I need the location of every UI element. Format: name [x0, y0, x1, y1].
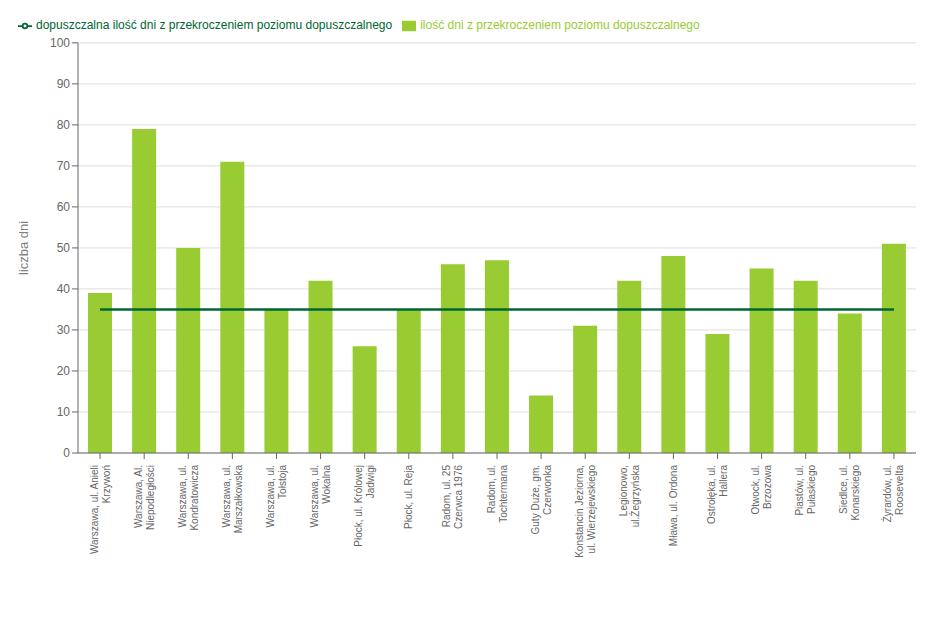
svg-text:10: 10 [57, 405, 71, 419]
html-text:dopuszczalna ilość dni z przek: dopuszczalna ilość dni z przekroczeniem … [36, 18, 393, 32]
svg-text:100: 100 [50, 36, 70, 50]
svg-text:Warszawa, Al.Niepodległości: Warszawa, Al.Niepodległości [133, 465, 156, 530]
svg-text:Konstancin Jeziorna,ul. Wierze: Konstancin Jeziorna,ul. Wierzejewskiego [574, 465, 597, 558]
svg-text:Ostrołęka, ul.Hallera: Ostrołęka, ul.Hallera [706, 465, 729, 524]
svg-text:80: 80 [57, 118, 71, 132]
svg-text:Żyrardów, ul.Roosevelta: Żyrardów, ul.Roosevelta [881, 465, 905, 523]
svg-text:0: 0 [63, 446, 70, 460]
svg-text:Warszawa, ul.Marszałkowska: Warszawa, ul.Marszałkowska [221, 465, 244, 534]
svg-text:50: 50 [57, 241, 71, 255]
svg-text:Piastów, ul.Pułaskiego: Piastów, ul.Pułaskiego [794, 465, 817, 516]
svg-text:Warszawa, ul.Kondratowicza: Warszawa, ul.Kondratowicza [177, 465, 200, 531]
svg-text:40: 40 [57, 282, 71, 296]
svg-text:60: 60 [57, 200, 71, 214]
svg-text:90: 90 [57, 77, 71, 91]
svg-text:Warszawa, ul.Wokalna: Warszawa, ul.Wokalna [309, 465, 332, 528]
svg-text:Płock, ul. Reja: Płock, ul. Reja [403, 465, 414, 529]
svg-text:Legionowo,ul.Żegrzyńska: Legionowo,ul.Żegrzyńska [618, 465, 641, 528]
svg-text:Radom, ul. 25Czerwca 1976: Radom, ul. 25Czerwca 1976 [441, 465, 464, 529]
svg-text:Radom, ul.Tochtermana: Radom, ul.Tochtermana [486, 465, 509, 523]
svg-text:70: 70 [57, 159, 71, 173]
svg-text:Płock, ul. KrólowejJadwigi: Płock, ul. KrólowejJadwigi [353, 465, 376, 547]
html-text:ilość dni z przekroczeniem poz: ilość dni z przekroczeniem poziomu dopus… [420, 18, 700, 32]
svg-text:liczba dni: liczba dni [16, 221, 31, 275]
svg-text:20: 20 [57, 364, 71, 378]
svg-text:Siedlce, ul.Konarskiego: Siedlce, ul.Konarskiego [838, 465, 861, 521]
svg-text:30: 30 [57, 323, 71, 337]
svg-text:Warszawa, ul.Tołstoja: Warszawa, ul.Tołstoja [265, 465, 288, 528]
svg-text:Otwock, ul.Brzozowa: Otwock, ul.Brzozowa [750, 465, 773, 515]
svg-text:Mława, ul. Ordona: Mława, ul. Ordona [668, 465, 679, 547]
svg-text:Guty Duże, gm.Czerwonka: Guty Duże, gm.Czerwonka [530, 465, 553, 535]
svg-text:Warszawa, ul. AnieliKrzywoń: Warszawa, ul. AnieliKrzywoń [89, 465, 112, 554]
